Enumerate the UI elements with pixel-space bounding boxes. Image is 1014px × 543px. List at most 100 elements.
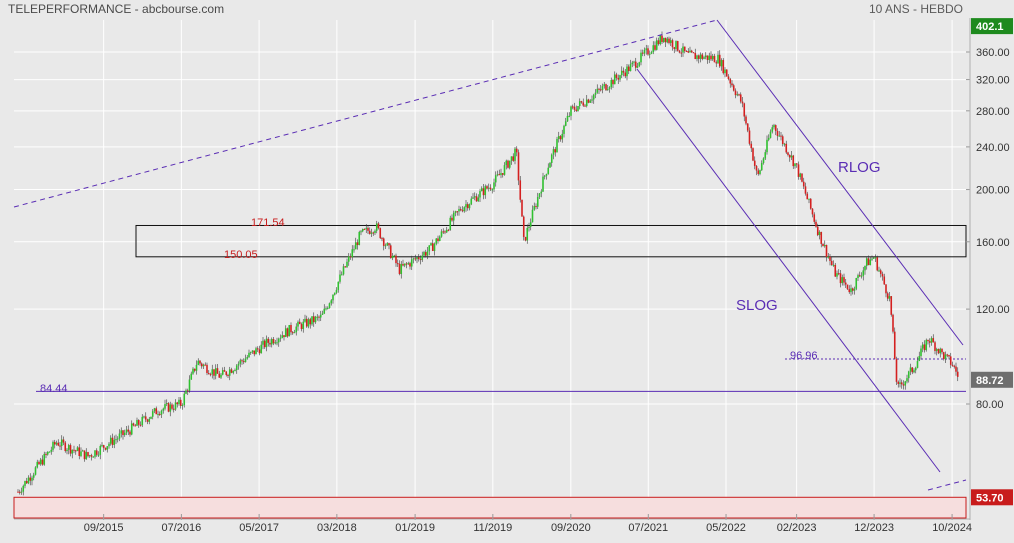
candle-body <box>514 148 516 161</box>
candle-body <box>412 258 415 260</box>
candle-body <box>557 136 560 139</box>
candle-body <box>463 207 466 212</box>
candle-body <box>372 232 375 234</box>
candle-body <box>538 193 541 197</box>
candle-body <box>720 60 723 67</box>
candle-body <box>879 270 882 274</box>
candle-body <box>837 273 840 275</box>
candle-body <box>95 450 98 455</box>
candle-body <box>850 288 852 293</box>
candle-body <box>876 257 879 271</box>
candle-body <box>703 57 705 59</box>
candle-body <box>939 348 942 354</box>
candle-body <box>265 338 268 348</box>
candle-body <box>806 193 809 200</box>
candle-body <box>675 41 677 49</box>
candle-body <box>143 416 145 418</box>
candle-body <box>599 89 602 91</box>
y-tick-label: 280.00 <box>976 106 1010 118</box>
candle-body <box>17 491 19 493</box>
candle-body <box>827 256 830 258</box>
candle-body <box>43 453 46 465</box>
candle-body <box>361 228 364 232</box>
candle-body <box>141 416 144 426</box>
candle-body <box>682 46 684 53</box>
candle-body <box>192 368 194 374</box>
candle-body <box>199 360 201 364</box>
candle-body <box>531 209 534 223</box>
candle-body <box>678 50 681 53</box>
candle-body <box>195 364 198 371</box>
candle-body <box>519 180 522 200</box>
candle-body <box>571 106 574 108</box>
candle-body <box>867 258 870 266</box>
candle-body <box>367 227 369 231</box>
candle-body <box>253 350 256 355</box>
candle-body <box>171 404 173 409</box>
candle-body <box>325 308 327 310</box>
candle-body <box>81 450 84 452</box>
candle-body <box>641 52 644 54</box>
candle-body <box>158 413 161 415</box>
candle-body <box>160 410 163 415</box>
candle-body <box>172 408 175 410</box>
candle-body <box>650 52 653 54</box>
candle-body <box>18 491 21 493</box>
candle-body <box>685 51 688 53</box>
candle-body <box>155 408 158 415</box>
candle-body <box>832 264 835 266</box>
candle-body <box>249 352 252 354</box>
candle-body <box>473 196 476 198</box>
candle-body <box>66 449 68 452</box>
candle-body <box>851 288 854 291</box>
candle-body <box>529 222 532 227</box>
candle-body <box>724 69 726 74</box>
candle-body <box>892 314 894 332</box>
candle-body <box>781 136 784 144</box>
candle-body <box>694 52 697 60</box>
candle-body <box>729 79 732 84</box>
candle-body <box>276 342 278 344</box>
candle-body <box>928 341 931 343</box>
candle-body <box>333 292 336 295</box>
candle-body <box>237 363 240 366</box>
candle-body <box>578 101 581 107</box>
candle-body <box>547 167 550 174</box>
candle-body <box>220 374 222 378</box>
chart-period: 10 ANS - HEBDO <box>869 2 963 16</box>
candle-body <box>209 374 212 376</box>
candle-body <box>109 437 112 444</box>
candle-body <box>356 242 359 246</box>
candle-body <box>554 149 557 153</box>
candle-body <box>715 62 718 64</box>
candle-body <box>654 45 656 50</box>
candle-body <box>312 316 315 323</box>
candle-body <box>417 257 420 260</box>
candle-body <box>144 416 147 420</box>
candle-body <box>666 38 669 43</box>
candle-body <box>484 186 487 196</box>
candle-body <box>855 278 858 289</box>
price-tag-label: 53.70 <box>976 492 1004 504</box>
candle-body <box>860 275 863 277</box>
candle-body <box>906 378 908 382</box>
x-tick-label: 07/2021 <box>628 522 668 534</box>
candle-body <box>760 163 763 171</box>
candle-body <box>801 173 803 182</box>
candle-body <box>780 135 782 137</box>
candle-body <box>134 425 137 427</box>
candle-body <box>183 393 186 406</box>
candle-body <box>444 231 446 233</box>
candle-body <box>738 94 740 96</box>
candle-body <box>622 70 625 73</box>
candle-body <box>375 223 378 231</box>
candle-body <box>111 437 114 445</box>
candle-body <box>612 79 614 85</box>
candle-body <box>211 369 214 375</box>
candle-body <box>176 402 179 405</box>
candle-body <box>489 187 492 190</box>
candle-body <box>736 94 739 96</box>
candle-body <box>935 348 938 351</box>
candle-body <box>48 451 51 453</box>
candle-body <box>207 372 210 375</box>
